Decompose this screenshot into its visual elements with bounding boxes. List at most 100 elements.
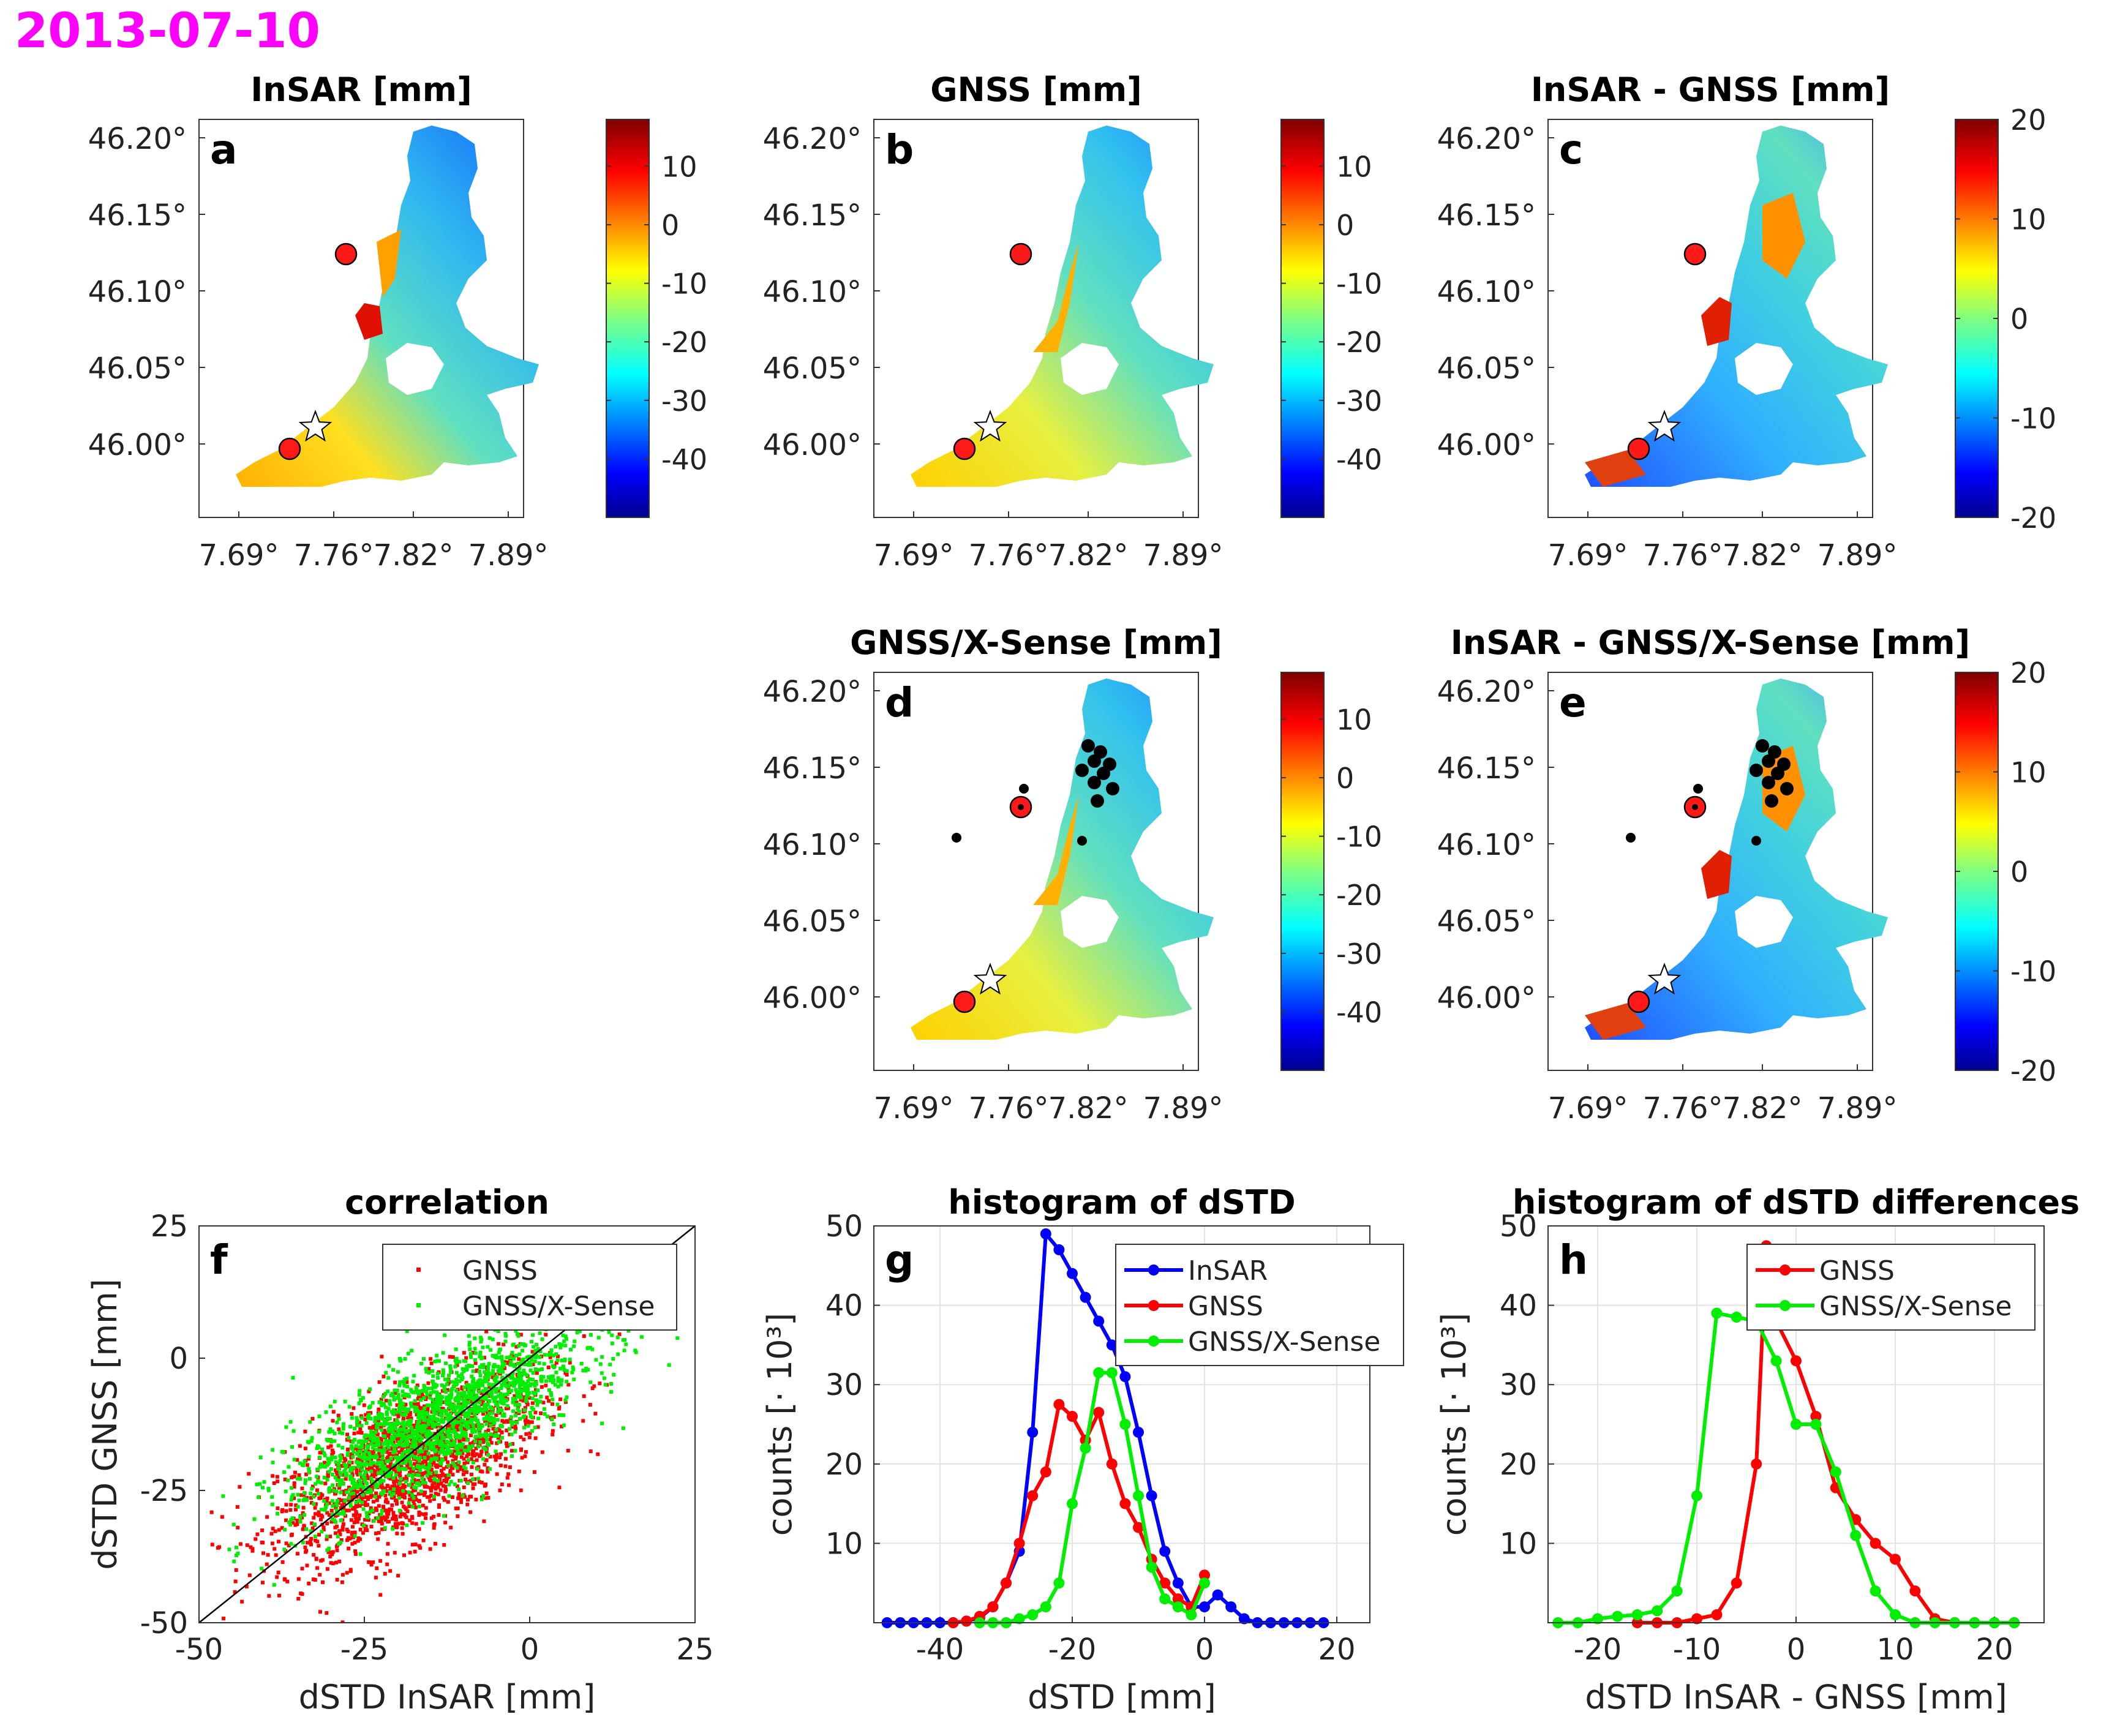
scatter-point bbox=[498, 1464, 503, 1468]
scatter-point bbox=[478, 1380, 483, 1384]
scatter-point bbox=[376, 1516, 380, 1520]
scatter-point bbox=[581, 1369, 585, 1373]
scatter-point bbox=[353, 1494, 358, 1498]
scatter-point bbox=[376, 1537, 380, 1541]
scatter-point bbox=[247, 1573, 252, 1577]
scatter-point bbox=[295, 1522, 299, 1526]
scatter-point bbox=[554, 1352, 558, 1356]
scatter-point bbox=[509, 1415, 513, 1419]
scatter-point bbox=[327, 1490, 331, 1494]
scatter-point bbox=[445, 1440, 449, 1444]
scatter-point bbox=[448, 1355, 452, 1359]
scatter-point bbox=[385, 1515, 389, 1519]
data-point bbox=[1106, 1339, 1118, 1351]
scatter-point bbox=[448, 1412, 453, 1416]
xsense-station bbox=[1091, 794, 1104, 808]
scatter-point bbox=[424, 1369, 429, 1373]
scatter-point bbox=[418, 1456, 422, 1460]
scatter-point bbox=[468, 1479, 473, 1483]
xsense-station bbox=[1756, 739, 1769, 753]
scatter-point bbox=[255, 1532, 260, 1536]
scatter-point bbox=[341, 1522, 345, 1527]
scatter-point bbox=[588, 1403, 592, 1407]
scatter-point bbox=[339, 1518, 343, 1522]
scatter-point bbox=[512, 1355, 516, 1359]
scatter-point bbox=[388, 1486, 393, 1490]
scatter-point bbox=[530, 1340, 534, 1344]
scatter-point bbox=[400, 1443, 405, 1448]
scatter-point bbox=[437, 1359, 442, 1363]
scatter-point bbox=[376, 1459, 380, 1463]
data-point bbox=[1133, 1522, 1144, 1533]
epicenter-star-icon bbox=[1647, 410, 1682, 442]
scatter-point bbox=[482, 1356, 486, 1360]
lat-tick-label: 46.10° bbox=[763, 828, 862, 862]
scatter-point bbox=[401, 1455, 405, 1459]
scatter-point bbox=[259, 1628, 263, 1632]
scatter-point bbox=[363, 1433, 367, 1437]
scatter-point bbox=[516, 1407, 520, 1411]
scatter-point bbox=[284, 1509, 288, 1513]
scatter-point bbox=[348, 1487, 352, 1492]
scatter-point bbox=[340, 1446, 345, 1450]
scatter-point bbox=[394, 1455, 398, 1459]
scatter-point bbox=[386, 1422, 390, 1426]
scatter-point bbox=[424, 1424, 428, 1428]
panel-letter-b: b bbox=[885, 126, 914, 173]
scatter-point bbox=[374, 1491, 378, 1495]
scatter-point bbox=[478, 1373, 483, 1378]
scatter-point bbox=[430, 1397, 435, 1402]
scatter-point bbox=[459, 1404, 464, 1408]
scatter-point bbox=[471, 1380, 475, 1384]
scatter-point bbox=[398, 1380, 402, 1385]
scatter-point bbox=[454, 1389, 459, 1392]
legend-marker bbox=[1148, 1300, 1159, 1311]
scatter-point bbox=[342, 1490, 347, 1494]
scatter-point bbox=[464, 1434, 468, 1438]
scatter-point bbox=[588, 1449, 593, 1454]
scatter-point bbox=[497, 1394, 501, 1399]
scatter-point bbox=[469, 1457, 473, 1461]
scatter-point bbox=[508, 1418, 513, 1422]
scatter-point bbox=[407, 1456, 411, 1460]
scatter-point bbox=[396, 1421, 400, 1426]
scatter-point bbox=[386, 1443, 390, 1448]
scatter-point bbox=[407, 1434, 411, 1438]
scatter-point bbox=[533, 1391, 538, 1395]
scatter-point bbox=[362, 1403, 366, 1407]
scatter-point bbox=[435, 1390, 439, 1394]
scatter-point bbox=[231, 1522, 236, 1527]
scatter-point bbox=[539, 1394, 543, 1399]
scatter-point bbox=[488, 1437, 492, 1441]
scatter-point bbox=[422, 1512, 426, 1517]
scatter-point bbox=[462, 1359, 466, 1363]
scatter-point bbox=[585, 1346, 590, 1350]
scatter-point bbox=[413, 1402, 417, 1407]
scatter-point bbox=[315, 1539, 320, 1544]
xsense-station bbox=[1762, 776, 1775, 789]
scatter-point bbox=[462, 1411, 466, 1415]
scatter-point bbox=[393, 1426, 397, 1430]
scatter-point bbox=[394, 1410, 398, 1415]
scatter-point bbox=[621, 1426, 625, 1430]
scatter-point bbox=[298, 1444, 302, 1448]
scatter-point bbox=[449, 1449, 454, 1453]
orange-patch bbox=[1033, 795, 1079, 905]
scatter-point bbox=[389, 1438, 394, 1443]
scatter-point bbox=[325, 1521, 329, 1525]
scatter-point bbox=[417, 1419, 421, 1424]
scatter-point bbox=[418, 1483, 422, 1487]
scatter-point bbox=[484, 1416, 489, 1421]
scatter-point bbox=[416, 1479, 421, 1483]
scatter-point bbox=[387, 1470, 391, 1474]
scatter-point bbox=[334, 1468, 338, 1472]
scatter-point bbox=[393, 1465, 397, 1469]
data-point bbox=[1013, 1613, 1025, 1625]
scatter-point bbox=[422, 1458, 426, 1462]
scatter-point bbox=[318, 1456, 322, 1460]
scatter-point bbox=[356, 1423, 360, 1427]
scatter-point bbox=[441, 1400, 445, 1404]
scatter-point bbox=[330, 1552, 334, 1557]
scatter-point bbox=[467, 1392, 472, 1397]
scatter-point bbox=[405, 1410, 410, 1414]
